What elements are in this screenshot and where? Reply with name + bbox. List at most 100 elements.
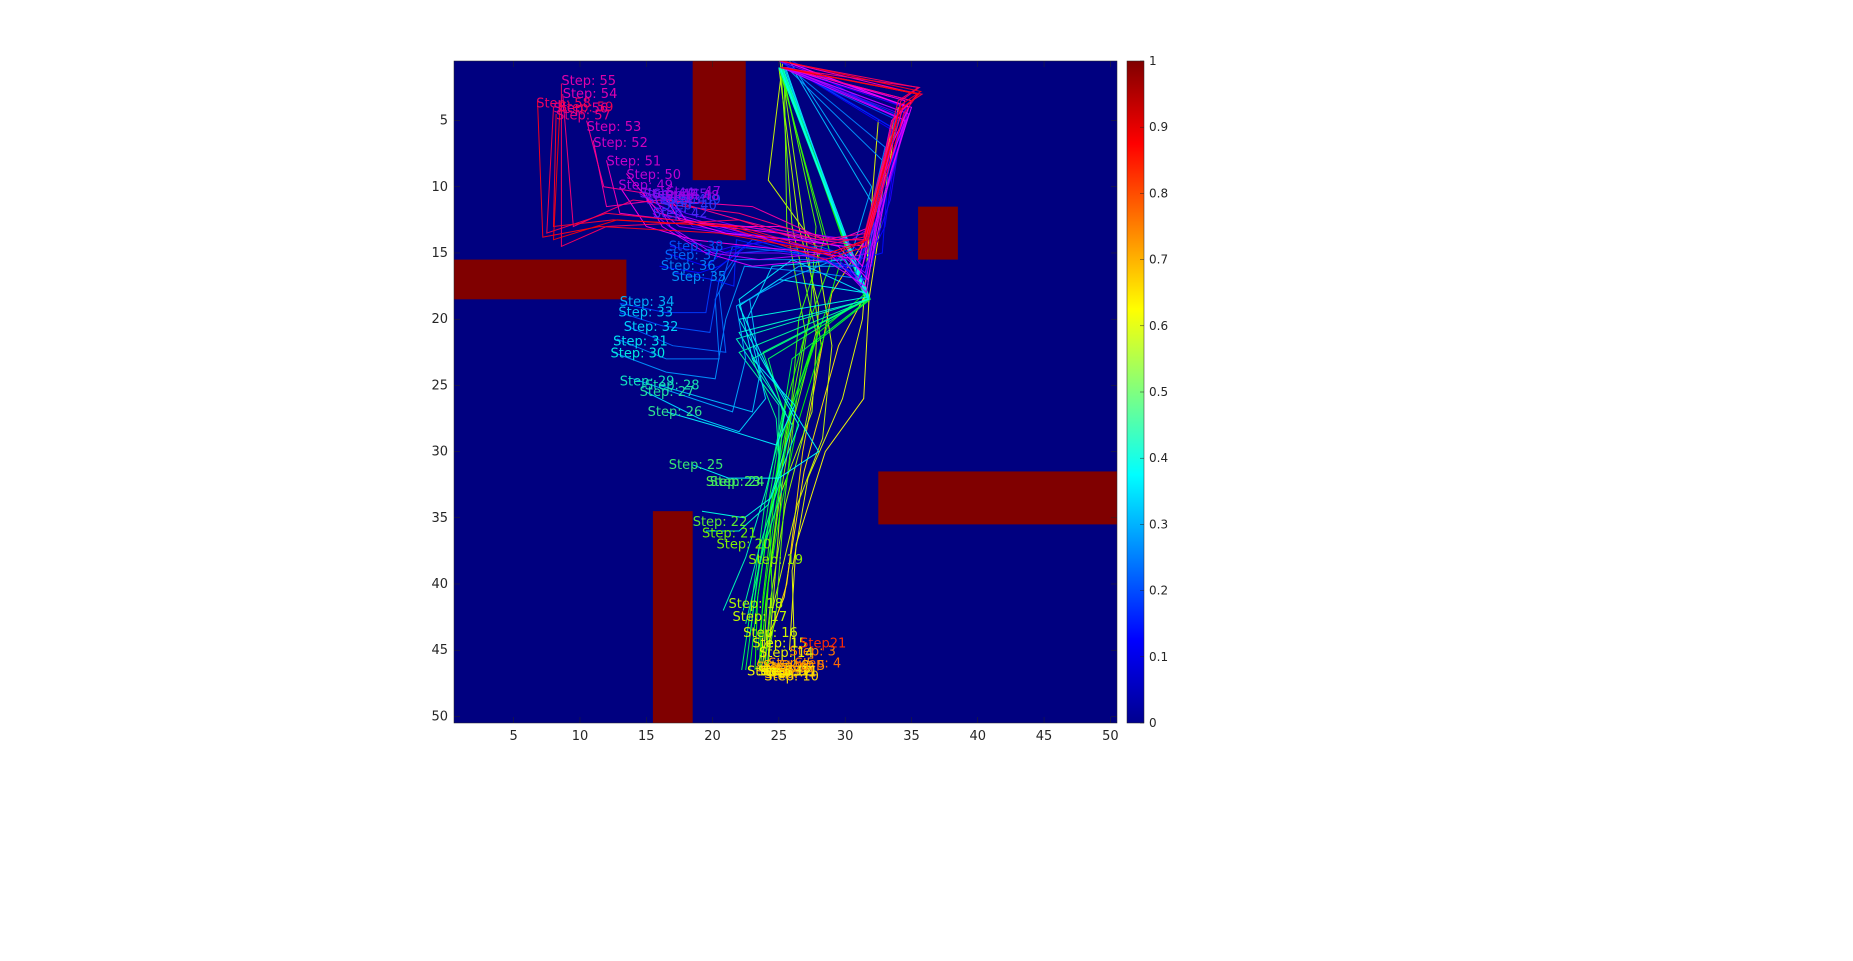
step-label: Step: 30 xyxy=(611,347,666,362)
x-tick-label: 40 xyxy=(969,729,986,744)
x-tick-label: 15 xyxy=(638,729,655,744)
trajectory-step-9 xyxy=(759,67,806,671)
plot-frame xyxy=(453,60,1118,724)
step-label: Step: 9 xyxy=(760,664,806,679)
y-tick-label: 10 xyxy=(431,180,448,195)
y-axis: 5 10 15 20 25 30 35 40 45 50 xyxy=(431,114,1117,724)
step-label: Step: 12 xyxy=(758,664,813,679)
step-label: Step: 14 xyxy=(759,646,814,661)
trajectory-step-57 xyxy=(552,67,919,261)
y-tick-label: 30 xyxy=(431,445,448,460)
obstacle-2 xyxy=(918,206,958,260)
step-label: Step: 47 xyxy=(666,185,721,200)
step-label: Step: 20 xyxy=(717,537,772,552)
trajectory-step-10 xyxy=(765,67,817,675)
step-label: Step: 53 xyxy=(587,120,642,135)
step-label: Step: 59 xyxy=(559,100,614,115)
colorbar-ticks: 0 0.1 0.2 0.3 0.4 0.5 0.6 0.7 0.8 0.9 1 xyxy=(1140,54,1168,730)
step-label: Step: 11 xyxy=(763,664,818,679)
trajectory-step-58 xyxy=(537,61,923,254)
step-label: Step: 52 xyxy=(593,136,648,151)
step-label: Step: 5 xyxy=(779,659,825,674)
x-tick-label: 30 xyxy=(837,729,854,744)
step-label: Step: 8 xyxy=(763,659,809,674)
trajectory-step-53 xyxy=(586,67,913,241)
step-label: Step: 27 xyxy=(640,385,695,400)
step-label: Step: 22 xyxy=(693,515,748,530)
colorbar-tick-label: 0 xyxy=(1149,716,1157,730)
trajectory-step-26 xyxy=(666,67,865,446)
x-tick-label: 10 xyxy=(572,729,589,744)
step-label: Step: 33 xyxy=(618,306,673,321)
colorbar-tick-label: 0.2 xyxy=(1149,584,1168,598)
colorbar-tick-label: 0.9 xyxy=(1149,120,1168,134)
step-label: Step: 54 xyxy=(563,87,618,102)
obstacle-4 xyxy=(878,471,1117,525)
step-label: Step: 15 xyxy=(752,637,807,652)
step-label: Step: 16 xyxy=(743,626,798,641)
step-label: Step: 50 xyxy=(626,168,681,183)
colorbar-tick-label: 0.5 xyxy=(1149,385,1168,399)
colorbar-tick-label: 0.8 xyxy=(1149,186,1168,200)
step-label: Step: 10 xyxy=(764,670,819,685)
step-label: Step: 55 xyxy=(561,74,616,89)
step-label: Step: 42 xyxy=(653,206,708,221)
step-label: Step: 5 xyxy=(768,656,814,671)
step-label: Step: 18 xyxy=(729,597,784,612)
step-label: Step: 2 xyxy=(756,660,802,675)
obstacle-3 xyxy=(454,259,627,300)
step-label: Step: 13 xyxy=(747,664,802,679)
y-tick-label: 25 xyxy=(431,378,448,393)
step-label: Step: 23 xyxy=(706,475,761,490)
trajectory-step-29 xyxy=(632,61,873,413)
colorbar-tick-label: 1 xyxy=(1149,54,1157,68)
step-label: Step21 xyxy=(800,637,846,652)
step-label: Step: 43 xyxy=(646,193,701,208)
step-label: Step: 19 xyxy=(748,553,803,568)
x-tick-label: 45 xyxy=(1036,729,1053,744)
trajectory-step-3 xyxy=(789,107,899,651)
step-label: Step: 6 xyxy=(767,662,813,677)
step-label: Step: 26 xyxy=(648,405,703,420)
step-label: Step: 44 xyxy=(640,186,695,201)
y-tick-label: 20 xyxy=(431,312,448,327)
step-label: Step: 7 xyxy=(764,667,810,682)
step-label: Step: 28 xyxy=(645,378,700,393)
colorbar-tick-label: 0.6 xyxy=(1149,319,1168,333)
step-label: Step: 24 xyxy=(710,475,765,490)
trajectory-step-59 xyxy=(552,67,921,257)
step-label: Step: 58 xyxy=(536,96,591,111)
trajectory-step-7 xyxy=(763,67,822,671)
step-label: Step: 49 xyxy=(618,179,673,194)
trajectories xyxy=(537,61,924,675)
trajectory-step-6 xyxy=(766,67,820,671)
y-tick-label: 40 xyxy=(431,577,448,592)
step-label: Step: 36 xyxy=(661,259,716,274)
y-tick-label: 45 xyxy=(431,643,448,658)
obstacles xyxy=(454,61,1117,723)
step-label: Step: 1 xyxy=(770,666,816,681)
step-label: Step: 41 xyxy=(660,193,715,208)
step-label: Step: 32 xyxy=(624,320,679,335)
step-label: Step: 35 xyxy=(672,270,727,285)
step-label: Step: 40 xyxy=(662,198,717,213)
colorbar-tick-label: 0.4 xyxy=(1149,451,1168,465)
step-label: Step: 51 xyxy=(607,155,662,170)
step-label: Step: 57 xyxy=(556,108,611,123)
step-label: Step: 31 xyxy=(613,335,668,350)
step-label: Step: 21 xyxy=(702,527,757,542)
y-tick-label: 5 xyxy=(440,114,448,129)
obstacle-5 xyxy=(652,511,693,723)
x-tick-label: 20 xyxy=(704,729,721,744)
x-tick-label: 35 xyxy=(903,729,920,744)
step-label: Step: 4 xyxy=(795,656,841,671)
x-tick-label: 5 xyxy=(510,729,518,744)
y-tick-label: 15 xyxy=(431,246,448,261)
colorbar-tick-label: 0.1 xyxy=(1149,650,1168,664)
step-label: Step: 29 xyxy=(620,374,675,389)
trajectory-step-25 xyxy=(692,67,866,479)
x-tick-label: 50 xyxy=(1102,729,1119,744)
step-label: Step: 38 xyxy=(669,239,724,254)
